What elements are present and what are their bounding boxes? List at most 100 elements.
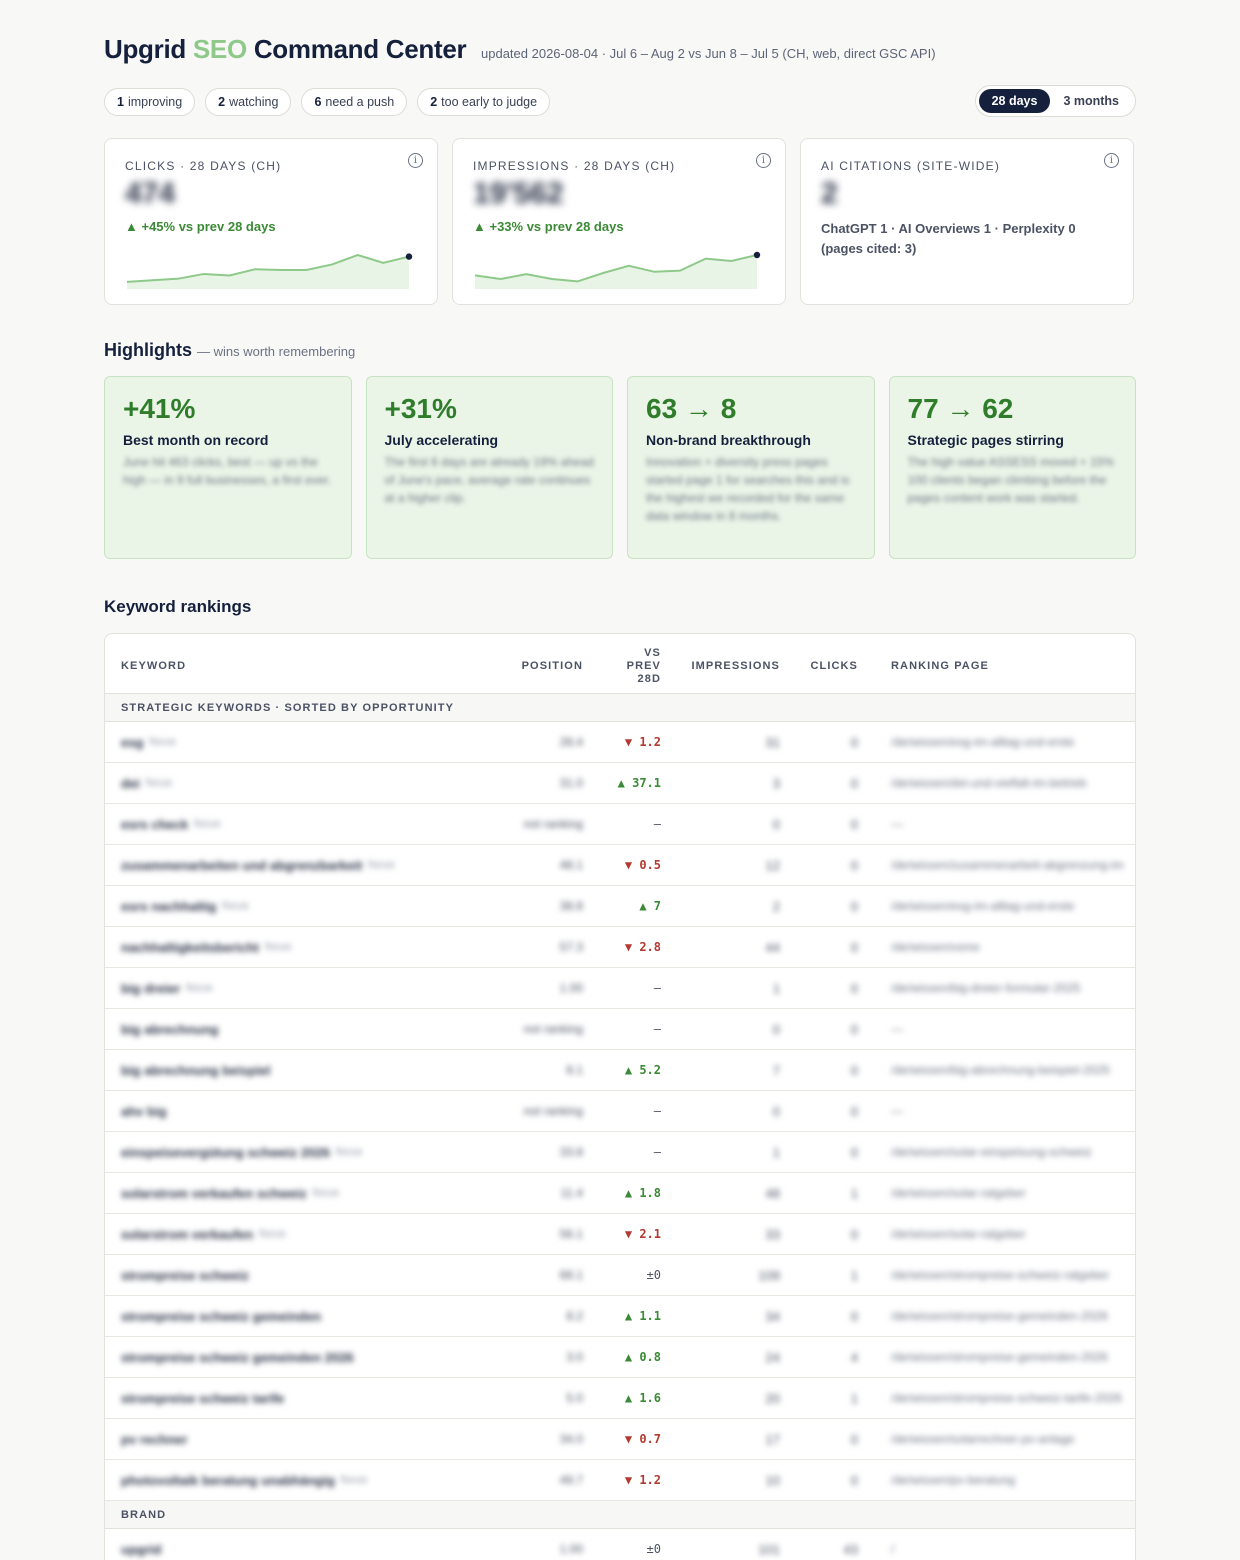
ranking-page-link[interactable]: /de/wissen/big-abrechnung-beispiel-2025 <box>891 1063 1110 1077</box>
position-cell: 8.2 <box>566 1309 583 1323</box>
clicks-cell: 0 <box>850 1103 858 1119</box>
clicks-cell: 0 <box>850 775 858 791</box>
ranking-page-link[interactable]: /de/wissen/solar-ratgeber <box>891 1186 1026 1200</box>
vs-prev-cell: ▼ 2.1 <box>624 1227 661 1241</box>
position-cell: 5.0 <box>566 1391 583 1405</box>
table-row[interactable]: big abrechnung beispiel 8.1 ▲ 5.2 7 0/de/wis… <box>105 1050 1135 1091</box>
date-range-toggle: 28 days 3 months <box>974 85 1136 117</box>
section-brand: BRAND <box>105 1501 1135 1529</box>
ranking-page-link[interactable]: /de/wissen/dei-und-vielfalt-im-betrieb <box>891 776 1087 790</box>
range-28-days-button[interactable]: 28 days <box>978 89 1051 113</box>
impressions-cell: 31 <box>765 734 780 750</box>
impressions-delta: ▲ +33% vs prev 28 days <box>473 219 624 234</box>
table-row[interactable]: nachhaltigkeitsbericht focus 57.3 ▼ 2.8 44 0 /… <box>105 927 1135 968</box>
table-row[interactable]: big abrechnung not ranking — 0 0 — <box>105 1009 1135 1050</box>
ranking-page-link[interactable]: /de/wissen/solar-einspeisung-schweiz <box>891 1145 1092 1159</box>
ranking-page-link[interactable]: — <box>891 1022 903 1036</box>
vs-prev-cell: — <box>653 1104 661 1118</box>
ranking-page-link[interactable]: — <box>891 1104 903 1118</box>
column-clicks[interactable]: CLICKS <box>810 660 858 672</box>
table-row[interactable]: solarstrom verkaufen schweiz focus 11.4 ▲ 1… <box>105 1173 1135 1214</box>
ranking-page-link[interactable]: /de/wissen/solarrechner-pv-anlage <box>891 1432 1075 1446</box>
chip-improving[interactable]: 1 improving <box>104 88 196 116</box>
clicks-cell: 1 <box>850 1267 858 1283</box>
highlight-body: Innovation + diversity press pages start… <box>646 455 850 523</box>
table-row[interactable]: strompreise schweiz gemeinden 8.2 ▲ 1.1 34 0… <box>105 1296 1135 1337</box>
info-icon[interactable]: i <box>756 153 771 168</box>
clicks-card: CLICKS · 28 DAYS (CH) i 474 ▲ +45% vs pr… <box>104 138 438 305</box>
keyword-cell: nachhaltigkeitsbericht focus <box>121 939 292 955</box>
impressions-cell: 0 <box>772 1103 780 1119</box>
ranking-page-link[interactable]: /de/wissen/strompreise-schweiz-ratgeber <box>891 1268 1110 1282</box>
ranking-page-link[interactable]: /de/wissen/esg-im-alltag-und-erste <box>891 899 1075 913</box>
ai-citations-card: AI CITATIONS (SITE-WIDE) i 2 ChatGPT 1 ·… <box>800 138 1134 305</box>
strategic-rows: esg focus 28.4 ▼ 1.2 31 0/de/wissen/esg-im-al… <box>105 722 1135 1501</box>
range-3-months-button[interactable]: 3 months <box>1063 94 1119 108</box>
position-cell: 1.00 <box>559 1542 583 1556</box>
table-row[interactable]: photovoltaik beratung unabhängig focus 49.… <box>105 1460 1135 1501</box>
vs-prev-cell: ▼ 1.2 <box>624 735 661 749</box>
sparkline-area <box>127 255 409 289</box>
ai-citations-breakdown: ChatGPT 1 · AI Overviews 1 · Perplexity … <box>821 221 1076 256</box>
clicks-cell: 0 <box>850 857 858 873</box>
column-ranking-page[interactable]: RANKING PAGE <box>891 660 989 672</box>
ranking-page-link[interactable]: /de/wissen/strompreise-gemeinden-2026 <box>891 1350 1108 1364</box>
ranking-page-link[interactable]: /de/wissen/pv-beratung <box>891 1473 1016 1487</box>
chip-watching[interactable]: 2 watching <box>205 88 292 116</box>
impressions-cell: 48 <box>765 1185 780 1201</box>
table-row[interactable]: einspeisevergütung schweiz 2026 focus 33.8… <box>105 1132 1135 1173</box>
table-row[interactable]: dei focus 31.0 ▲ 37.1 3 0/de/wissen/dei-und-v… <box>105 763 1135 804</box>
clicks-delta: ▲ +45% vs prev 28 days <box>125 219 276 234</box>
table-row[interactable]: big dreier focus 1.00 — 1 0/de/wissen/big-dre… <box>105 968 1135 1009</box>
ranking-page-link[interactable]: / <box>891 1542 895 1556</box>
sparkline-last-point <box>405 253 413 260</box>
chip-need-push[interactable]: 6 need a push <box>301 88 408 116</box>
vs-prev-cell: ▲ 5.2 <box>624 1063 661 1077</box>
info-icon[interactable]: i <box>408 153 423 168</box>
table-row[interactable]: ahv big not ranking — 0 0 — <box>105 1091 1135 1132</box>
ranking-page-link[interactable]: /de/wissen/vsme <box>891 940 980 954</box>
info-icon[interactable]: i <box>1104 153 1119 168</box>
table-row[interactable]: solarstrom verkaufen focus 56.1 ▼ 2.1 33 0/de… <box>105 1214 1135 1255</box>
keyword-cell: dei focus <box>121 775 173 791</box>
position-cell: 68.1 <box>559 1268 583 1282</box>
page-header: Upgrid SEO Command Center updated 2026-0… <box>104 34 1136 70</box>
table-row[interactable]: strompreise schweiz 68.1 ±0 109 1/de/wissen/… <box>105 1255 1135 1296</box>
position-cell: 57.3 <box>559 940 583 954</box>
updated-timestamp: updated 2026-08-04 · Jul 6 – Aug 2 vs Ju… <box>481 46 936 61</box>
table-row[interactable]: pv rechner 34.0 ▼ 0.7 17 0/de/wissen/solarre… <box>105 1419 1135 1460</box>
column-vs-prev[interactable]: VS PREV 28D <box>626 647 661 685</box>
table-row[interactable]: esrs check focus not ranking — 0 0 — <box>105 804 1135 845</box>
highlight-metric: +31% <box>384 393 457 424</box>
column-position[interactable]: POSITION <box>521 660 583 672</box>
highlight-metric: 77 → 62 <box>907 393 1014 424</box>
ranking-page-link[interactable]: /de/wissen/solar-ratgeber <box>891 1227 1026 1241</box>
table-row[interactable]: zusammenarbeiten und abgrenzbarkeit focus… <box>105 845 1135 886</box>
chip-too-early[interactable]: 2 too early to judge <box>417 88 551 116</box>
column-impressions[interactable]: IMPRESSIONS <box>691 660 780 672</box>
table-row[interactable]: esg focus 28.4 ▼ 1.2 31 0/de/wissen/esg-im-al… <box>105 722 1135 763</box>
ranking-page-link[interactable]: /de/wissen/strompreise-gemeinden-2026 <box>891 1309 1108 1323</box>
ranking-page-link[interactable]: /de/wissen/esg-im-alltag-und-erste <box>891 735 1075 749</box>
highlight-body: The high value ASSESS moved + 15% 100 cl… <box>907 455 1114 505</box>
table-row[interactable]: esrs nachhaltig focus 38.8 ▲ 7 2 0/de/wissen/… <box>105 886 1135 927</box>
table-row[interactable]: upgrid 1.00 ±0 101 43 / <box>105 1529 1135 1560</box>
clicks-cell: 0 <box>850 980 858 996</box>
highlight-heading: July accelerating <box>384 432 499 448</box>
impressions-cell: 10 <box>765 1472 780 1488</box>
column-keyword[interactable]: KEYWORD <box>121 660 187 672</box>
ranking-page-link[interactable]: — <box>891 817 903 831</box>
vs-prev-cell: ▲ 1.6 <box>624 1391 661 1405</box>
ranking-page-link[interactable]: /de/wissen/strompreise-schweiz-tarife-20… <box>891 1391 1122 1405</box>
table-row[interactable]: strompreise schweiz gemeinden 2026 3.0 ▲ 0… <box>105 1337 1135 1378</box>
clicks-cell: 0 <box>850 898 858 914</box>
vs-prev-cell: — <box>653 1022 661 1036</box>
ranking-page-link[interactable]: /de/wissen/zusammenarbeit-abgrenzung-im <box>891 858 1124 872</box>
table-row[interactable]: strompreise schweiz tarife 5.0 ▲ 1.6 20 1/de… <box>105 1378 1135 1419</box>
highlight-body: June hit 463 clicks, best — up vs the hi… <box>123 455 332 487</box>
position-cell: 8.1 <box>566 1063 583 1077</box>
section-strategic-keywords: STRATEGIC KEYWORDS · SORTED BY OPPORTUNI… <box>105 694 1135 722</box>
clicks-cell: 1 <box>850 1185 858 1201</box>
clicks-cell: 0 <box>850 816 858 832</box>
ranking-page-link[interactable]: /de/wissen/big-dreier-formular-2025 <box>891 981 1081 995</box>
